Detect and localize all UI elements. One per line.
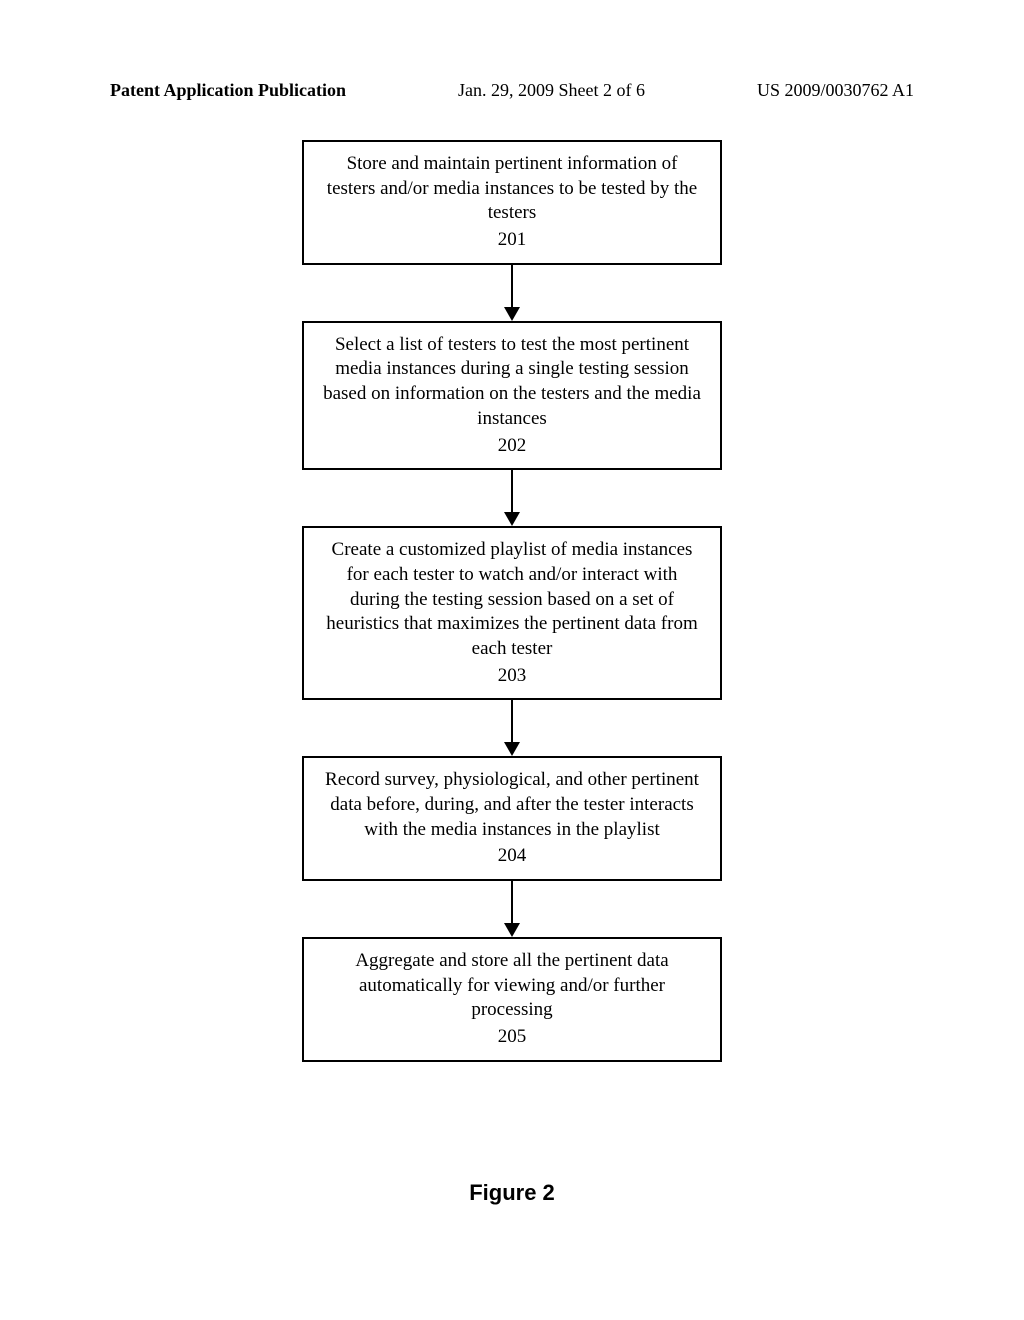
flowchart: Store and maintain pertinent information… <box>0 140 1024 1062</box>
arrowhead-icon <box>504 512 520 526</box>
flow-node-203: Create a customized playlist of media in… <box>302 526 722 700</box>
arrowhead-icon <box>504 307 520 321</box>
flow-node-204: Record survey, physiological, and other … <box>302 756 722 881</box>
flow-node-text: Record survey, physiological, and other … <box>322 768 702 842</box>
header-left: Patent Application Publication <box>110 80 346 101</box>
flow-connector <box>504 265 520 321</box>
flow-line <box>511 470 513 512</box>
header-right: US 2009/0030762 A1 <box>757 80 914 101</box>
page-header: Patent Application Publication Jan. 29, … <box>0 80 1024 101</box>
header-mid: Jan. 29, 2009 Sheet 2 of 6 <box>458 80 645 101</box>
arrowhead-icon <box>504 923 520 937</box>
flow-connector <box>504 700 520 756</box>
flow-node-num: 202 <box>322 434 702 459</box>
flow-node-202: Select a list of testers to test the mos… <box>302 321 722 470</box>
flow-line <box>511 881 513 923</box>
arrowhead-icon <box>504 742 520 756</box>
flow-node-text: Aggregate and store all the pertinent da… <box>322 949 702 1023</box>
flow-node-num: 203 <box>322 664 702 689</box>
flow-node-num: 204 <box>322 844 702 869</box>
flow-node-205: Aggregate and store all the pertinent da… <box>302 937 722 1062</box>
flow-node-text: Select a list of testers to test the mos… <box>322 333 702 432</box>
flow-connector <box>504 470 520 526</box>
flow-node-num: 205 <box>322 1025 702 1050</box>
flow-node-text: Store and maintain pertinent information… <box>322 152 702 226</box>
flow-node-text: Create a customized playlist of media in… <box>322 538 702 661</box>
flow-connector <box>504 881 520 937</box>
flow-line <box>511 265 513 307</box>
flow-node-201: Store and maintain pertinent information… <box>302 140 722 265</box>
flow-line <box>511 700 513 742</box>
flow-node-num: 201 <box>322 228 702 253</box>
figure-label: Figure 2 <box>0 1180 1024 1206</box>
